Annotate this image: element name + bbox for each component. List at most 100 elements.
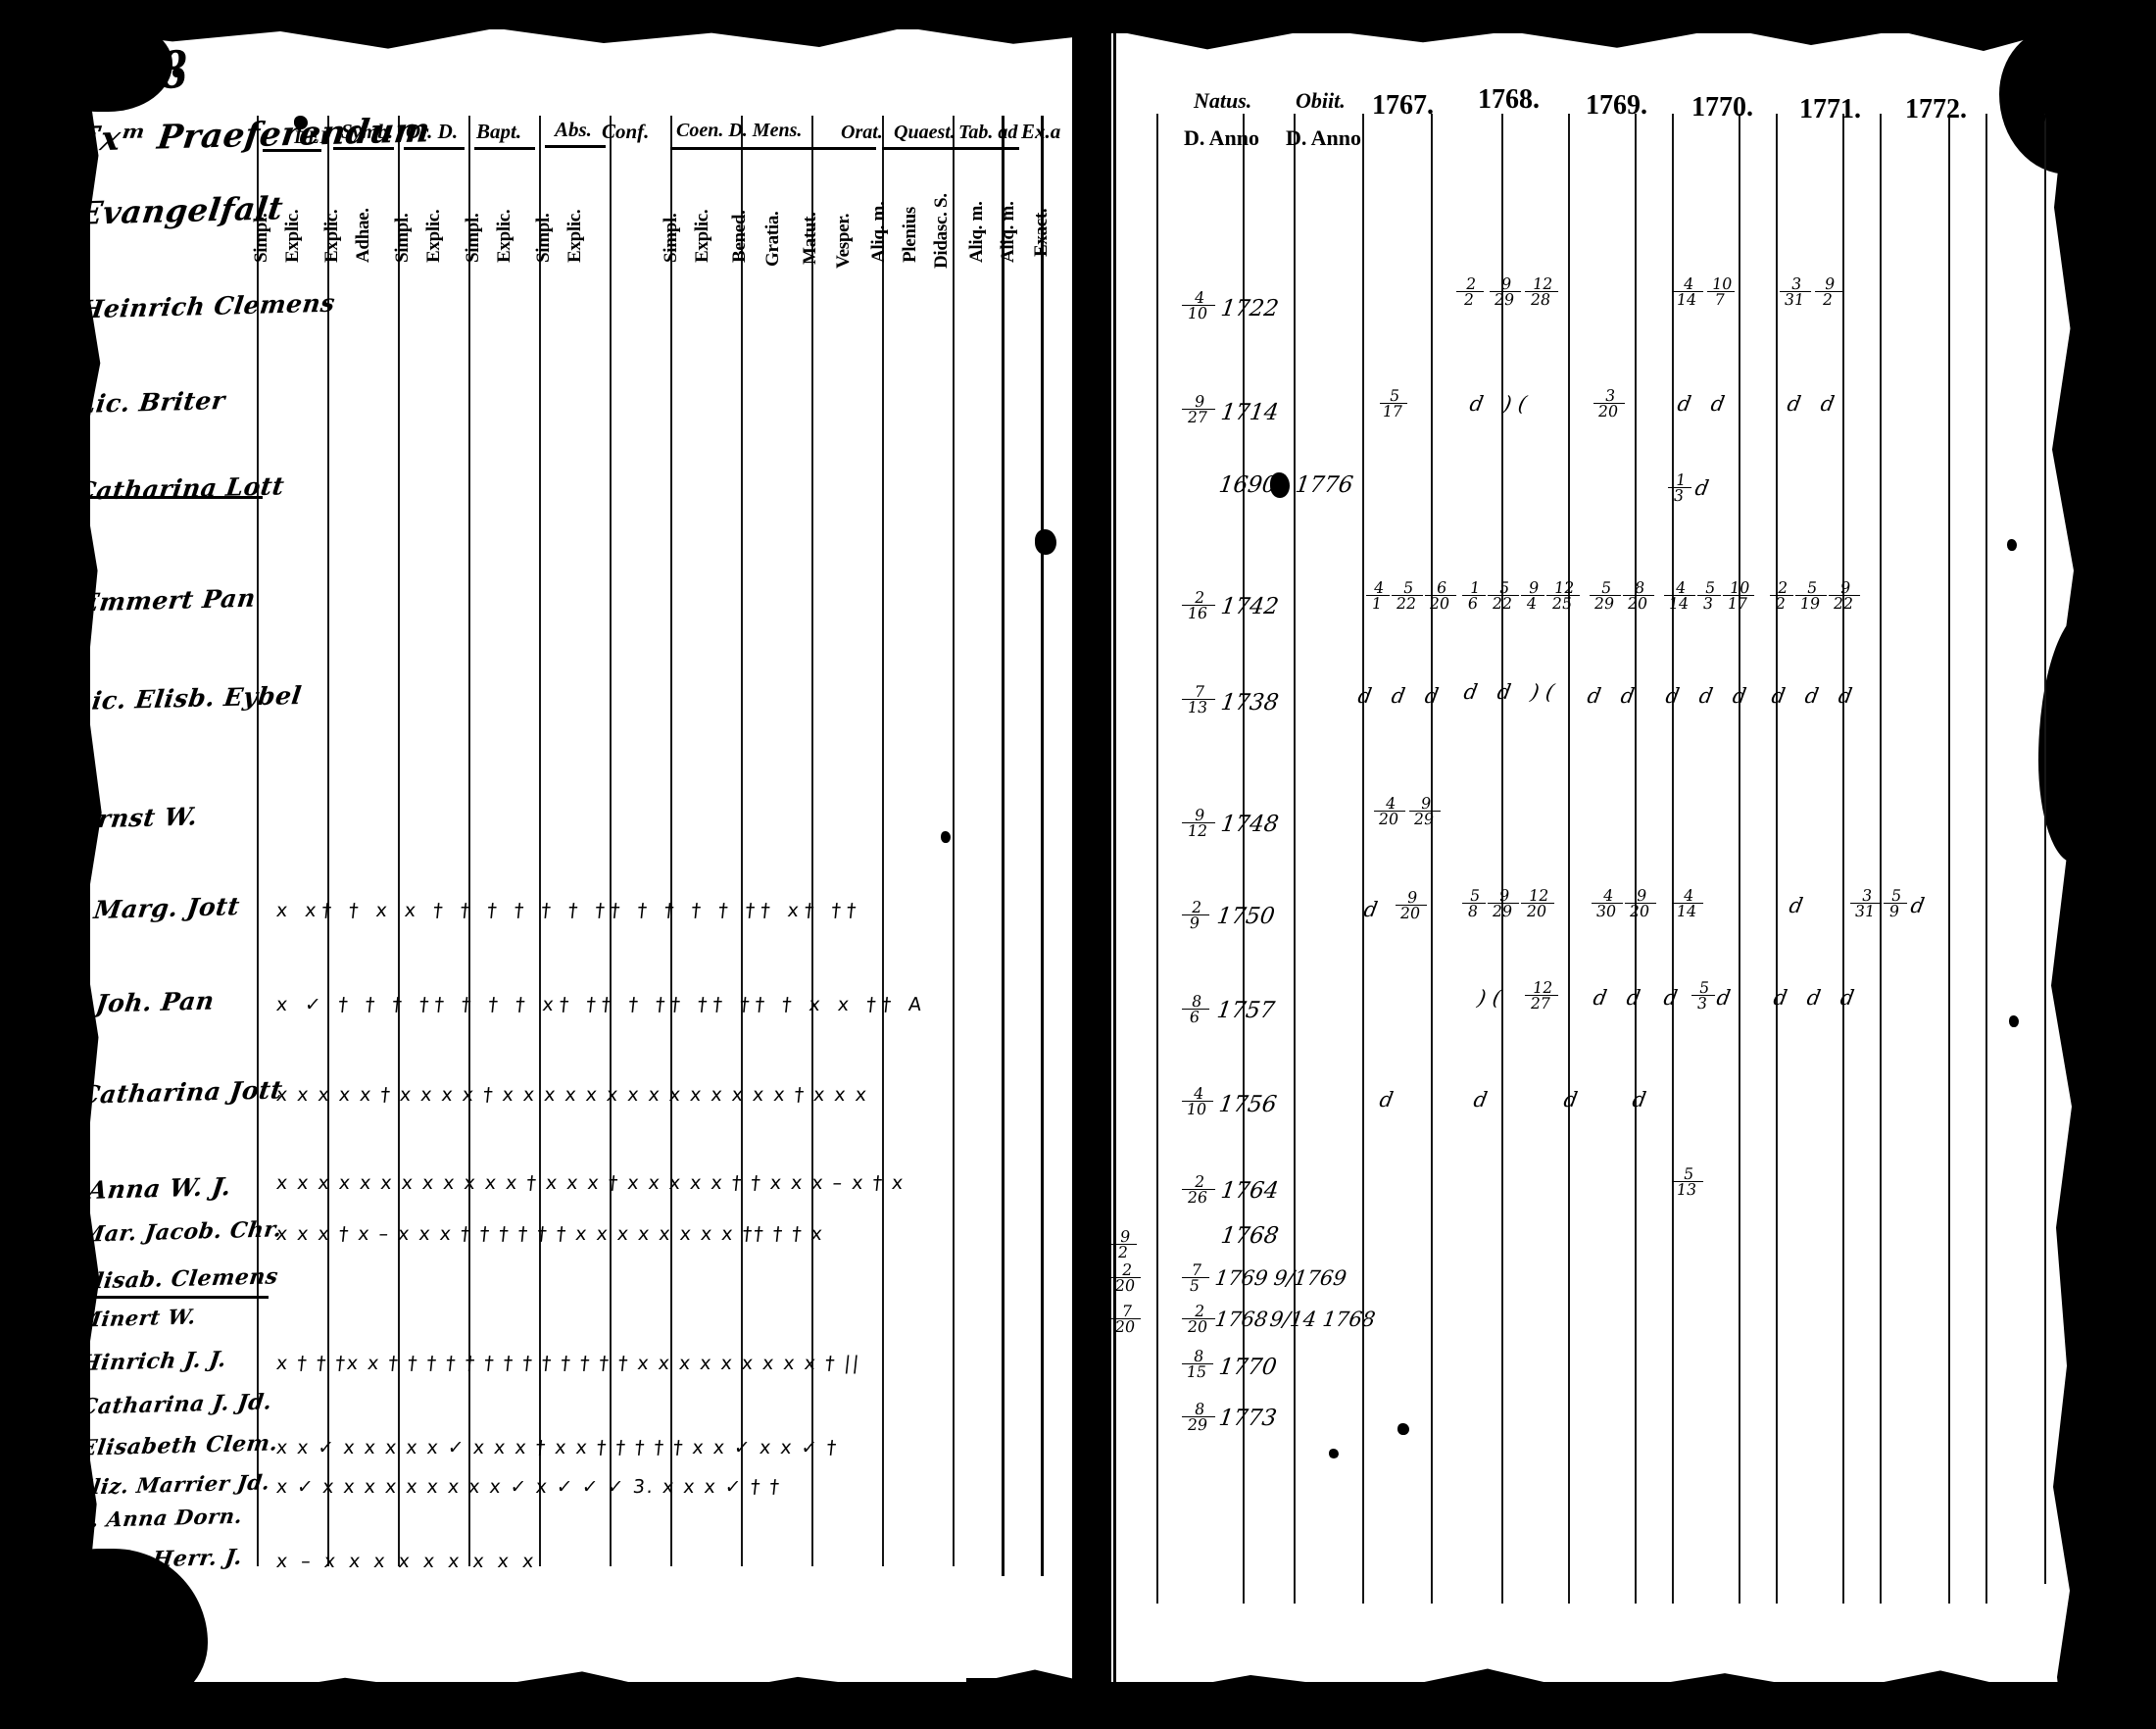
rule-line bbox=[539, 116, 541, 1566]
ink-blot bbox=[1270, 472, 1290, 498]
year-header: 1767. bbox=[1372, 90, 1434, 121]
year-cell-1768: 12 27 bbox=[1522, 978, 1560, 1013]
header-obiit-sub: D. Anno bbox=[1286, 125, 1362, 150]
year-cell-1771: d d d bbox=[1771, 986, 1863, 1010]
year-cell-1768: d bbox=[1471, 1088, 1496, 1112]
row-marks: x x x † x – x x x † † † † † † x x x x x … bbox=[274, 1223, 826, 1245]
year-cell-1767: 5 22 bbox=[1389, 578, 1425, 613]
col-header-orat: Orat. bbox=[841, 122, 883, 143]
row-name: Emmert Pan bbox=[78, 583, 258, 618]
rule-line bbox=[398, 116, 400, 1566]
subheader-rot: Bened. bbox=[729, 210, 750, 263]
year-cell-1768: 12 25 bbox=[1544, 578, 1582, 613]
row-name: Elisab. Clemens bbox=[76, 1263, 280, 1295]
year-header: 1769. bbox=[1586, 90, 1647, 121]
rule-line bbox=[1948, 114, 1950, 1604]
year-cell-1767: 6 20 bbox=[1422, 578, 1458, 613]
year-header: 1768. bbox=[1478, 84, 1540, 115]
natus-day: 9 12 bbox=[1179, 806, 1217, 840]
ink-blot bbox=[294, 116, 308, 129]
subheader-rot: Explic. bbox=[494, 209, 514, 263]
natus-day: 8 29 bbox=[1179, 1400, 1217, 1434]
year-cell-1771: 3 31 bbox=[1777, 274, 1813, 309]
year-cell-1767: 9 20 bbox=[1393, 888, 1429, 922]
ink-blot bbox=[2007, 539, 2017, 551]
left-page-sheet bbox=[51, 25, 1072, 1694]
subheader-rot: Simpl. bbox=[463, 213, 483, 263]
header-underline bbox=[882, 147, 1019, 150]
header-underline bbox=[333, 147, 394, 150]
row-name: Catharina Lott bbox=[74, 471, 287, 506]
year-header: 1772. bbox=[1905, 94, 1967, 124]
subheader-rot: Simpl. bbox=[392, 213, 413, 263]
margin-note: 7 20 bbox=[1108, 1302, 1143, 1336]
subheader-rot: Simpl. bbox=[251, 213, 271, 263]
rule-line bbox=[1362, 114, 1364, 1604]
year-cell-1767: d bbox=[1361, 898, 1387, 921]
rule-line bbox=[1739, 114, 1740, 1604]
natus-year: 1768 bbox=[1219, 1223, 1281, 1249]
natus-year: 1748 bbox=[1219, 812, 1281, 837]
ink-blot bbox=[172, 69, 181, 77]
subheader-rot: Vesper. bbox=[833, 213, 854, 269]
rule-line bbox=[811, 116, 813, 1566]
year-cell-1770: d bbox=[1661, 986, 1687, 1010]
subheader-rot: Explic. bbox=[564, 209, 585, 263]
year-cell-1770: d bbox=[1692, 476, 1718, 500]
natus-day: 9 27 bbox=[1179, 392, 1217, 426]
header-natus: Natus. bbox=[1194, 88, 1252, 113]
natus-year: 1768 bbox=[1213, 1308, 1270, 1331]
gutter-crease-line bbox=[1113, 0, 1116, 1729]
year-cell-1768: d )( bbox=[1467, 392, 1536, 416]
year-cell-1768: 12 20 bbox=[1518, 886, 1556, 920]
ink-blot bbox=[1329, 1449, 1339, 1458]
rule-line bbox=[882, 116, 884, 1566]
col-header-quaest: Quaest. bbox=[894, 122, 956, 143]
year-cell-1769b: d bbox=[1630, 1088, 1655, 1112]
rule-line bbox=[1842, 114, 1844, 1604]
row-marks: x – x x x x x x x x x bbox=[274, 1551, 539, 1572]
row-name: Catharina J. Jd. bbox=[78, 1389, 274, 1420]
row-name: Lic. Briter bbox=[76, 385, 227, 420]
col-header-abs: Abs. bbox=[555, 118, 592, 141]
rule-line bbox=[1431, 114, 1433, 1604]
rule-line bbox=[2044, 114, 2046, 1584]
right-page-sheet bbox=[1105, 33, 2113, 1690]
row-marks: x x† † x x † † † † † † †† † † † † †† x† … bbox=[274, 900, 863, 921]
row-marks: x x x x x x x x x x x x † x x x † x x x … bbox=[274, 1172, 906, 1194]
natus-year: 1738 bbox=[1219, 690, 1281, 716]
natus-year: 1770 bbox=[1217, 1355, 1279, 1380]
year-cell-1771: d d bbox=[1785, 392, 1843, 416]
year-cell-1768: )( bbox=[1475, 986, 1510, 1010]
rule-line bbox=[327, 116, 329, 1566]
rule-line bbox=[741, 116, 743, 1566]
year-cell-1772: d bbox=[1908, 894, 1934, 917]
rule-line bbox=[953, 116, 955, 1566]
subheader-rot: Explic. bbox=[692, 209, 712, 263]
rule-line bbox=[1880, 114, 1882, 1604]
year-cell-1767: d bbox=[1377, 1088, 1402, 1112]
col-header-symb: Symb. bbox=[341, 120, 394, 143]
row-name: Mar. Jacob. Chr. bbox=[78, 1216, 284, 1248]
col-header-exa: Ex.a bbox=[1021, 120, 1061, 143]
subheader-rot: Aliq. m. bbox=[966, 201, 987, 263]
page-number-right: 359 bbox=[2028, 42, 2092, 94]
subheader-rot: Exact. bbox=[1031, 208, 1052, 257]
header-underline bbox=[474, 147, 535, 150]
col-header-tab-ad: Tab. ad bbox=[958, 122, 1018, 143]
row-name: Marg. Jott bbox=[92, 892, 242, 924]
year-cell-1771: d bbox=[1787, 894, 1812, 917]
natus-year: 1764 bbox=[1219, 1178, 1281, 1204]
subheader-rot: Simpl. bbox=[533, 213, 554, 263]
year-cell-1767: 9 29 bbox=[1406, 794, 1443, 828]
year-cell-1769: 9 20 bbox=[1622, 886, 1658, 920]
year-cell-1769: 5 29 bbox=[1587, 578, 1623, 613]
rule-line bbox=[1501, 114, 1503, 1604]
rule-line bbox=[1294, 114, 1296, 1604]
